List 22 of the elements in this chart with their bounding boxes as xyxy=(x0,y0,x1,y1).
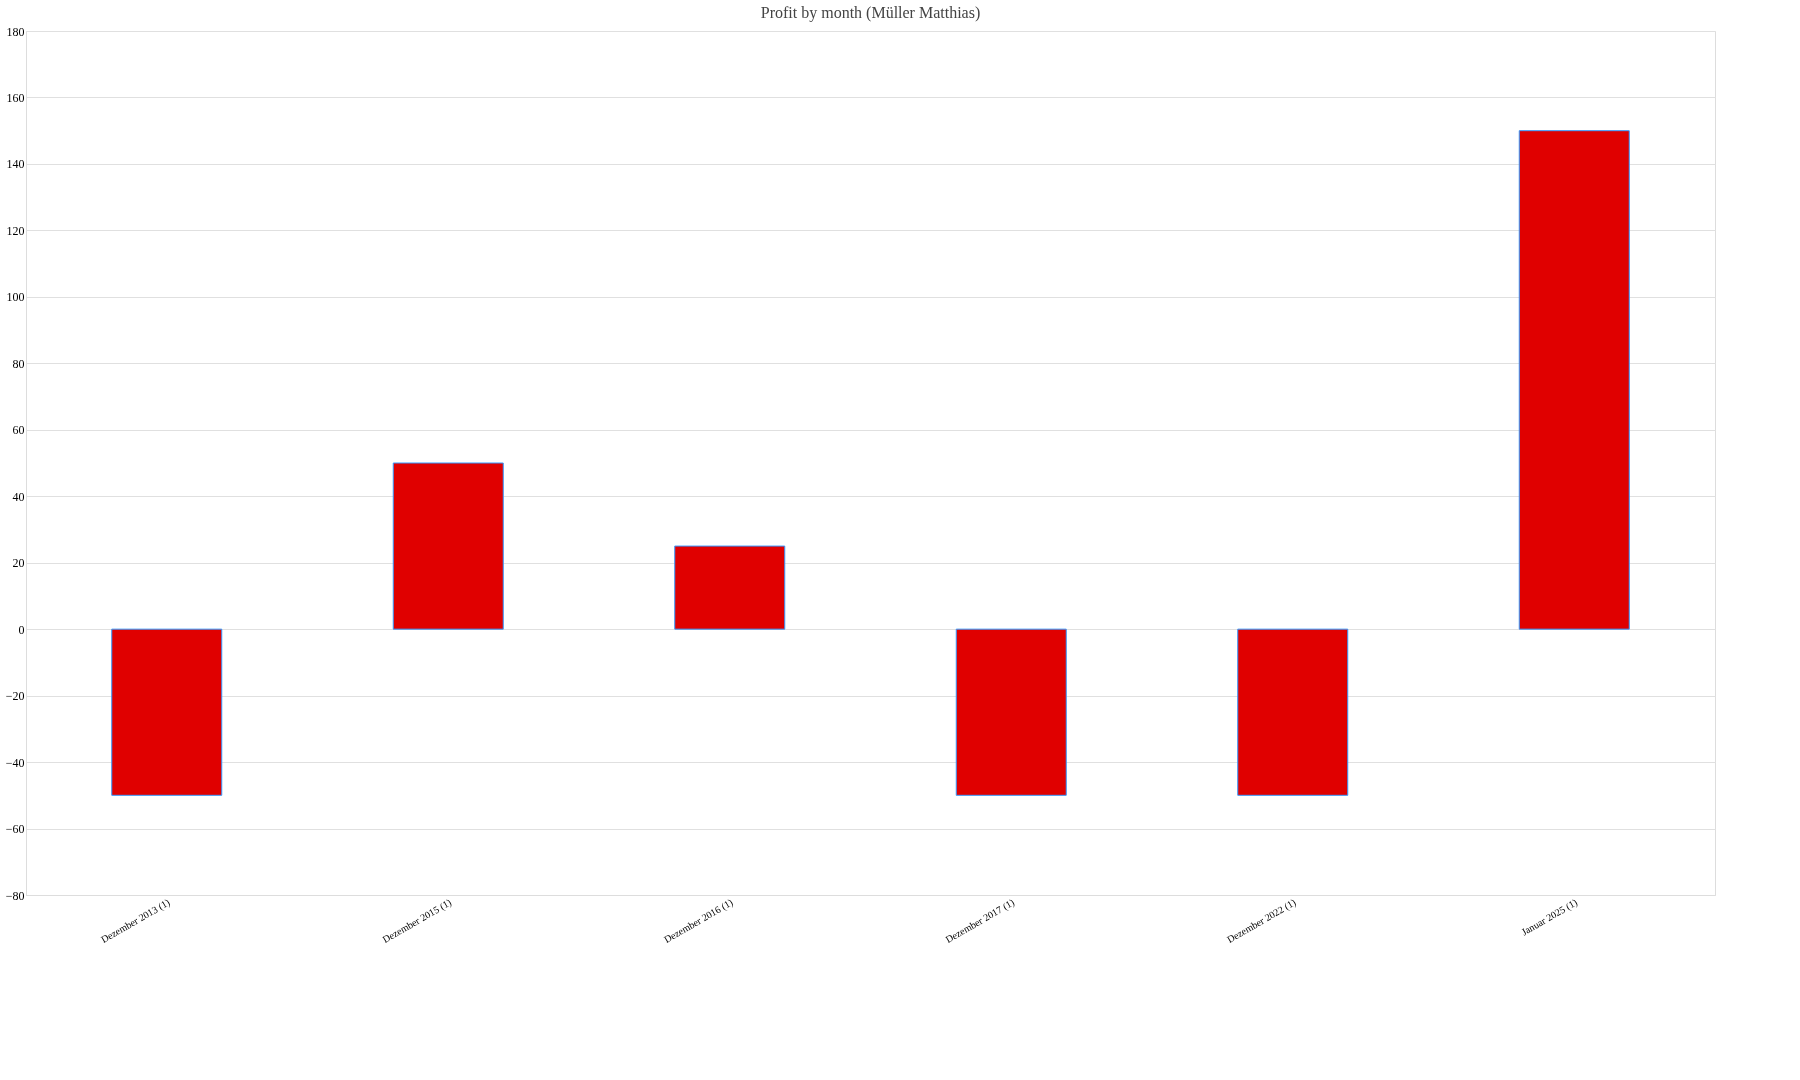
x-tick-label: Januar 2025 (1) xyxy=(1519,896,1580,939)
y-tick-label: 40 xyxy=(12,489,25,504)
y-tick-label: 120 xyxy=(6,223,25,238)
y-tick-label: 0 xyxy=(18,622,25,637)
y-tick-label: 20 xyxy=(12,556,25,571)
y-tick-label: −60 xyxy=(5,822,25,837)
bar xyxy=(1518,130,1630,630)
y-tick-label: −40 xyxy=(5,755,25,770)
bar xyxy=(111,628,223,796)
bar xyxy=(1237,628,1349,796)
y-tick-label: 160 xyxy=(6,90,25,105)
chart-title: Profit by month (Müller Matthias) xyxy=(760,4,981,22)
y-tick-label: −80 xyxy=(5,888,25,903)
y-tick-label: 140 xyxy=(6,157,25,172)
y-tick-label: 100 xyxy=(6,290,25,305)
y-tick-label: 60 xyxy=(12,423,25,438)
y-tick-label: 180 xyxy=(6,24,25,39)
bar xyxy=(955,628,1067,796)
bar xyxy=(392,462,504,630)
y-tick-label: 80 xyxy=(12,356,25,371)
y-tick-label: −20 xyxy=(5,689,25,704)
bar xyxy=(674,545,786,630)
